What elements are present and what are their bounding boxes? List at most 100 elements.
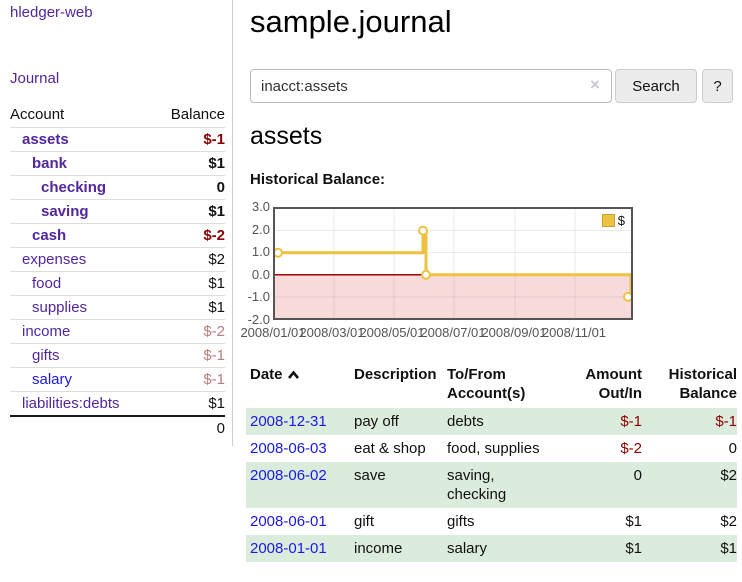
transaction-date-link[interactable]: 2008-06-01 (250, 513, 327, 530)
date-header-label: Date (250, 366, 283, 383)
search-form: × Search ? (250, 69, 742, 103)
search-input[interactable] (250, 69, 612, 103)
account-row: cash $-2 (10, 223, 225, 248)
register-row[interactable]: 2008-06-01 gift gifts $1 $2 (246, 508, 737, 535)
header-line: To/From (447, 366, 506, 383)
accounts-table: Account Balance assets $-1 bank $1 check… (10, 102, 225, 440)
account-row: liabilities:debts $1 (10, 391, 225, 416)
transaction-accounts: food, supplies (447, 440, 540, 457)
account-row: income $-2 (10, 319, 225, 344)
transaction-description: gift (354, 513, 375, 530)
transaction-accounts: salary (447, 540, 488, 557)
account-balance: $-1 (160, 367, 225, 392)
account-row: food $1 (10, 271, 225, 296)
register-table: Date Description To/From Account(s) Amou… (246, 363, 737, 562)
transaction-description: pay off (354, 413, 399, 430)
x-tick-label: 2008/11/01 (541, 325, 607, 340)
account-balance: $1 (160, 199, 225, 224)
account-link-cash[interactable]: cash (32, 227, 67, 244)
y-tick-label: 2.0 (251, 222, 270, 237)
register-header-accounts: To/From Account(s) (447, 363, 557, 408)
account-row: checking 0 (10, 175, 225, 200)
header-line: Out/In (598, 385, 642, 402)
account-balance: $-1 (160, 127, 225, 152)
transaction-date-link[interactable]: 2008-06-03 (250, 440, 327, 457)
register-header-row: Date Description To/From Account(s) Amou… (246, 363, 737, 408)
account-row: salary $-1 (10, 367, 225, 392)
account-link-gifts[interactable]: gifts (32, 347, 60, 364)
account-balance: $-2 (160, 223, 225, 248)
transaction-amount: $-2 (620, 440, 642, 457)
sidebar: hledger-web Journal Account Balance asse… (0, 0, 233, 446)
data-point-markers (275, 225, 631, 302)
register-row[interactable]: 2008-01-01 income salary $1 $1 (246, 535, 737, 562)
accounts-header-account: Account (10, 106, 65, 123)
account-link-income[interactable]: income (22, 323, 71, 340)
account-row: expenses $2 (10, 247, 225, 272)
header-line: Amount (585, 366, 642, 383)
register-row[interactable]: 2008-06-03 eat & shop food, supplies $-2… (246, 435, 737, 462)
y-tick-label: 0.0 (251, 267, 270, 282)
transaction-balance: $2 (720, 513, 737, 530)
transaction-balance: $2 (720, 467, 737, 484)
header-line: Historical (668, 366, 737, 383)
balance-chart[interactable]: $ (273, 207, 633, 320)
transaction-date-link[interactable]: 2008-06-02 (250, 467, 327, 484)
chart-title: Historical Balance: (250, 171, 386, 188)
header-line: Account(s) (447, 385, 526, 402)
app-title-link[interactable]: hledger-web (10, 4, 93, 21)
transaction-description: save (354, 467, 386, 484)
clear-search-icon[interactable]: × (590, 75, 600, 94)
legend-label: $ (617, 213, 625, 228)
register-sort-date[interactable]: Date (246, 363, 354, 408)
help-button[interactable]: ? (702, 69, 733, 103)
account-balance: 0 (160, 175, 225, 200)
account-balance: $-1 (160, 343, 225, 368)
account-row: bank $1 (10, 151, 225, 176)
account-balance: $2 (160, 247, 225, 272)
account-link-liabilities-debts[interactable]: liabilities:debts (22, 395, 120, 412)
account-balance: $1 (160, 391, 225, 416)
account-link-expenses[interactable]: expenses (22, 251, 87, 268)
register-row[interactable]: 2008-12-31 pay off debts $-1 $-1 (246, 408, 737, 435)
transaction-date-link[interactable]: 2008-01-01 (250, 540, 327, 557)
account-row: saving $1 (10, 199, 225, 224)
transaction-date-link[interactable]: 2008-12-31 (250, 413, 327, 430)
y-tick-label: 3.0 (251, 199, 270, 214)
account-link-checking[interactable]: checking (41, 179, 107, 196)
main-content: sample.journal × Search ? assets Histori… (240, 0, 742, 582)
y-tick-label: -1.0 (247, 289, 270, 304)
sidebar-item-journal[interactable]: Journal (10, 70, 60, 87)
register-row[interactable]: 2008-06-02 save saving, checking 0 $2 (246, 462, 737, 508)
x-tick-label: 2008/05/01 (359, 325, 425, 340)
transaction-amount: $-1 (620, 413, 642, 430)
transaction-amount: 0 (633, 467, 642, 484)
account-link-assets[interactable]: assets (22, 131, 69, 148)
transaction-accounts: saving, checking (447, 467, 507, 503)
accounts-header-row: Account Balance (10, 102, 225, 128)
account-link-supplies[interactable]: supplies (32, 299, 88, 316)
transaction-amount: $1 (625, 540, 642, 557)
account-row: gifts $-1 (10, 343, 225, 368)
register-header-description: Description (354, 366, 437, 383)
search-button[interactable]: Search (615, 69, 697, 103)
transaction-accounts: gifts (447, 513, 475, 530)
accounts-total-balance: 0 (160, 415, 225, 440)
account-row: supplies $1 (10, 295, 225, 320)
legend-swatch (601, 214, 615, 227)
account-link-salary[interactable]: salary (32, 371, 73, 388)
page-title: sample.journal (250, 4, 452, 39)
account-link-saving[interactable]: saving (41, 203, 89, 220)
chart-canvas (275, 209, 631, 318)
x-tick-label: 2008/03/01 (299, 325, 365, 340)
x-tick-label: 2008/07/01 (420, 325, 486, 340)
account-link-bank[interactable]: bank (32, 155, 68, 172)
sort-asc-icon (287, 370, 299, 379)
register-header-balance: Historical Balance (642, 363, 737, 408)
account-balance: $1 (160, 151, 225, 176)
account-link-food[interactable]: food (32, 275, 62, 292)
account-balance: $1 (160, 295, 225, 320)
transaction-accounts: debts (447, 413, 484, 430)
accounts-header-balance: Balance (170, 106, 225, 123)
chart-legend: $ (601, 213, 625, 228)
